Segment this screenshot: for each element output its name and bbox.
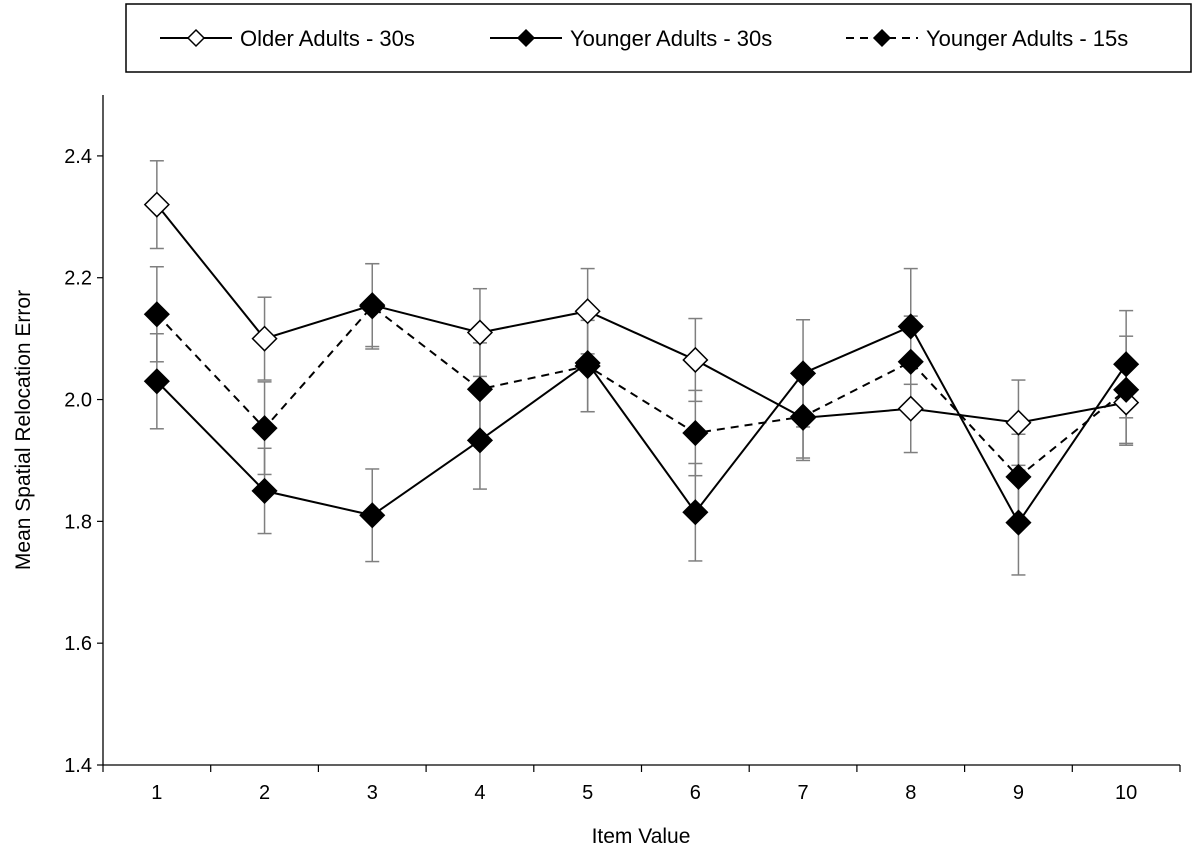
y-tick-label: 1.8 <box>64 511 92 533</box>
data-point-series-2 <box>897 313 924 340</box>
data-point-series-1 <box>466 319 494 346</box>
series-line-3 <box>156 304 1127 479</box>
data-point-series-1 <box>251 325 278 352</box>
data-point-series-1 <box>1005 409 1032 436</box>
legend-label: Older Adults - 30s <box>240 26 415 51</box>
legend-marker-swatch <box>516 28 536 48</box>
data-point-series-2 <box>1005 509 1032 536</box>
y-tick-label: 2.2 <box>64 268 92 290</box>
data-point-series-2 <box>682 499 709 526</box>
x-tick-label: 2 <box>259 782 270 804</box>
data-point-series-1 <box>682 346 709 374</box>
data-point-series-1 <box>143 191 170 218</box>
data-point-series-1 <box>897 395 924 422</box>
data-point-series-3 <box>143 301 170 328</box>
data-point-series-3 <box>897 348 924 375</box>
axes: 1.4 1.6 1.8 2.0 2.2 2.4 1 2 3 4 5 6 7 8 9 10 <box>64 95 1181 804</box>
legend-label: Younger Adults - 15s <box>926 26 1128 51</box>
data-point-series-2 <box>466 427 494 454</box>
data-point-series-2 <box>1113 351 1140 378</box>
legend-label: Younger Adults - 30s <box>570 26 772 51</box>
series-line-2 <box>156 325 1127 525</box>
x-tick-label: 4 <box>474 782 485 804</box>
legend-marker-swatch <box>186 28 206 48</box>
data-point-series-3 <box>789 403 817 430</box>
x-tick-label: 7 <box>797 782 808 804</box>
data-point-series-3 <box>251 415 278 442</box>
data-point-series-3 <box>574 352 601 380</box>
legend-marker-swatch <box>872 28 892 48</box>
x-tick-label: 8 <box>905 782 916 804</box>
y-tick-label: 2.0 <box>64 390 92 412</box>
data-point-series-2 <box>359 502 386 529</box>
legend: Older Adults - 30s Younger Adults - 30s Yo… <box>160 26 1128 51</box>
x-tick-label: 3 <box>367 782 378 804</box>
x-tick-label: 6 <box>690 782 701 804</box>
data-point-series-2 <box>789 360 817 387</box>
series-lines <box>156 204 1127 525</box>
series-line-1 <box>156 204 1127 424</box>
data-point-series-2 <box>251 477 278 504</box>
data-point-series-3 <box>682 419 709 447</box>
x-axis-title: Item Value <box>592 825 691 848</box>
x-tick-label: 5 <box>582 782 593 804</box>
error-bars <box>149 160 1134 576</box>
data-point-series-3 <box>1005 463 1032 490</box>
data-markers <box>143 191 1140 536</box>
y-tick-label: 2.4 <box>64 146 92 168</box>
y-tick-label: 1.6 <box>64 633 92 655</box>
x-tick-label: 9 <box>1013 782 1024 804</box>
data-point-series-2 <box>143 368 170 395</box>
x-tick-label: 10 <box>1115 782 1137 804</box>
legend-box <box>125 3 1192 73</box>
y-axis-title: Mean Spatial Relocation Error <box>12 290 35 570</box>
y-tick-label: 1.4 <box>64 755 92 777</box>
data-point-series-3 <box>359 293 386 320</box>
data-point-series-3 <box>1113 376 1140 403</box>
x-tick-label: 1 <box>151 782 162 804</box>
data-point-series-1 <box>574 298 601 325</box>
data-point-series-3 <box>466 376 494 403</box>
